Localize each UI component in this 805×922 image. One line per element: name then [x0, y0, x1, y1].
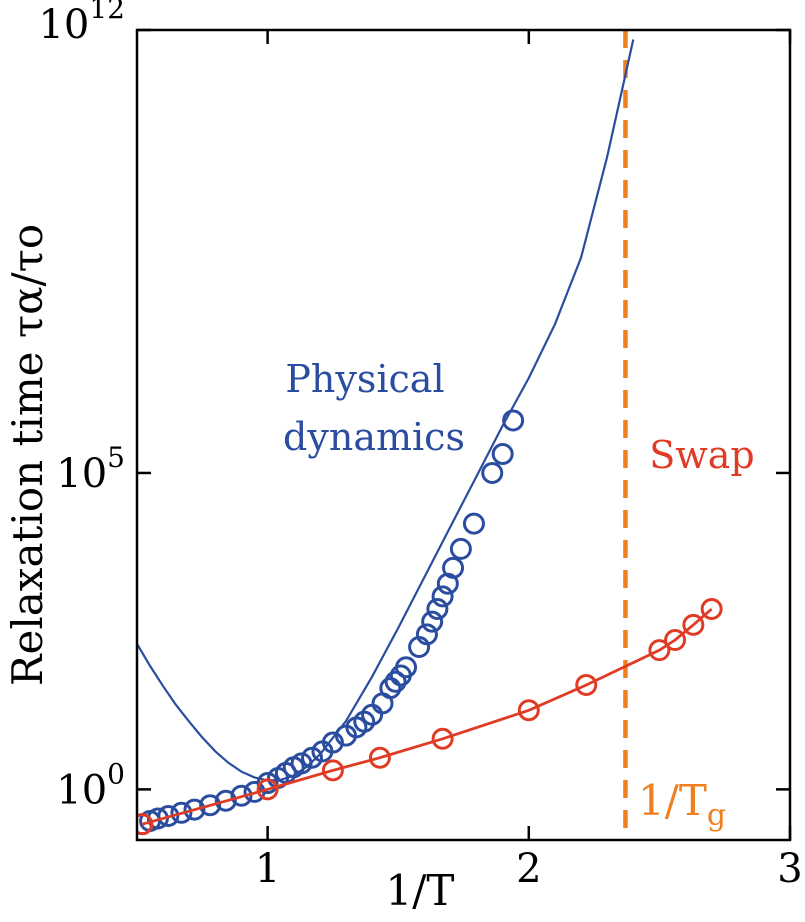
- glass-transition-label-base: 1/T: [638, 776, 707, 825]
- glass-transition-label-sub: g: [707, 798, 726, 833]
- data-point: [384, 670, 407, 693]
- plot-layer: [137, 28, 792, 840]
- plot-frame: [135, 28, 792, 842]
- data-point: [368, 746, 391, 769]
- y-axis-label-text: Relaxation time τα/τo: [3, 224, 52, 686]
- data-point: [462, 512, 485, 535]
- data-point: [491, 442, 514, 465]
- data-point: [230, 784, 253, 807]
- data-point: [575, 673, 598, 696]
- series-line: [141, 607, 713, 826]
- data-point: [183, 798, 206, 821]
- data-point: [664, 629, 687, 652]
- swap-label: Swap: [649, 433, 755, 477]
- data-point: [517, 699, 540, 722]
- data-point: [426, 598, 449, 621]
- data-point: [431, 727, 454, 750]
- y-tick-label: 1012: [38, 0, 125, 48]
- x-tick-label: 1: [255, 846, 280, 892]
- data-point: [421, 610, 444, 633]
- data-point: [321, 759, 344, 782]
- data-point: [442, 556, 465, 579]
- series-0: [137, 39, 635, 836]
- y-tick-label: 105: [56, 441, 125, 497]
- data-point: [431, 585, 454, 608]
- data-point: [481, 461, 504, 484]
- series-1: [137, 598, 723, 836]
- y-tick-label: 100: [56, 757, 125, 813]
- data-point: [700, 598, 723, 621]
- data-point: [157, 804, 180, 827]
- data-point: [290, 752, 313, 775]
- data-point: [415, 623, 438, 646]
- y-axis-label: Relaxation time τα/τo: [3, 224, 52, 686]
- data-point: [256, 772, 279, 795]
- physical-dynamics-label-line1: Physical: [285, 357, 444, 401]
- data-point: [137, 813, 154, 836]
- data-point: [321, 731, 344, 754]
- data-point: [449, 537, 472, 560]
- data-point: [170, 801, 193, 824]
- x-axis-label: 1/T: [386, 866, 455, 915]
- data-point: [395, 656, 418, 679]
- x-tick-label: 2: [516, 846, 541, 892]
- glass-transition-label: 1/Tg: [638, 776, 726, 833]
- data-point: [256, 778, 279, 801]
- data-point: [502, 409, 525, 432]
- data-point: [648, 639, 671, 662]
- data-point: [682, 613, 705, 636]
- data-point: [214, 789, 237, 812]
- x-tick-label: 3: [777, 846, 802, 892]
- data-point: [199, 794, 222, 817]
- physical-dynamics-label-line2: dynamics: [283, 415, 465, 459]
- fit-curve: [137, 39, 635, 782]
